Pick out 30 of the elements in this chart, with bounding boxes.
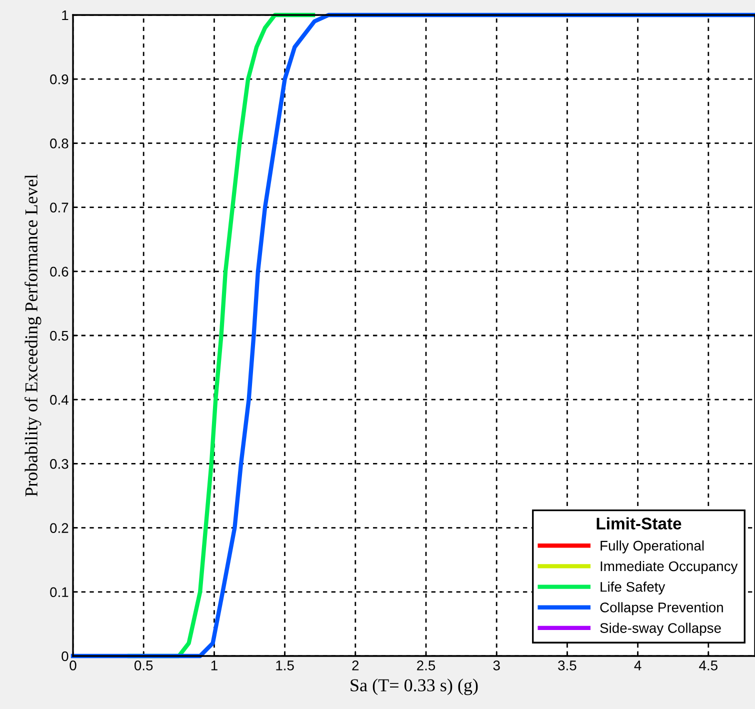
y-tick-label: 0.2 [50,523,68,533]
x-tick-label: 2.5 [417,660,436,670]
legend-label: Collapse Prevention [600,602,723,616]
x-tick-label: 1.5 [276,660,294,670]
y-tick-label: 0.5 [50,330,68,341]
x-axis-title: Sa (T= 0.33 s) (g) [350,678,478,696]
line-series [70,12,755,658]
x-tick-label: 1 [211,660,218,670]
legend-label: Fully Operational [600,540,704,554]
y-tick-label: 0.4 [50,394,68,405]
x-tick-label: 4.5 [699,660,718,670]
y-tick-label: 0.9 [50,74,68,84]
y-tick-label: 0.7 [50,202,68,212]
x-tick-label: 2 [352,660,359,670]
legend-label: Side-sway Collapse [600,622,721,636]
x-tick-label: 3.5 [558,660,576,670]
x-tick-label: 0.5 [134,660,153,670]
y-tick-label: 0 [62,651,68,662]
x-tick-label: 4 [634,660,642,670]
y-tick-label: 0.8 [50,138,68,148]
legend-title: Limit-State [596,517,682,530]
legend-label: Immediate Occupancy [600,560,738,574]
x-tick-label: 3 [493,660,500,670]
y-tick-label: 0.1 [50,587,68,598]
x-tick-label: 0 [70,660,76,670]
y-tick-label: 0.6 [50,266,68,277]
y-tick-label: 0.3 [50,459,68,469]
y-axis-title: Probability of Exceeding Performance Level [24,174,42,496]
legend-label: Life Safety [600,582,666,595]
y-tick-label: 1 [62,10,68,20]
